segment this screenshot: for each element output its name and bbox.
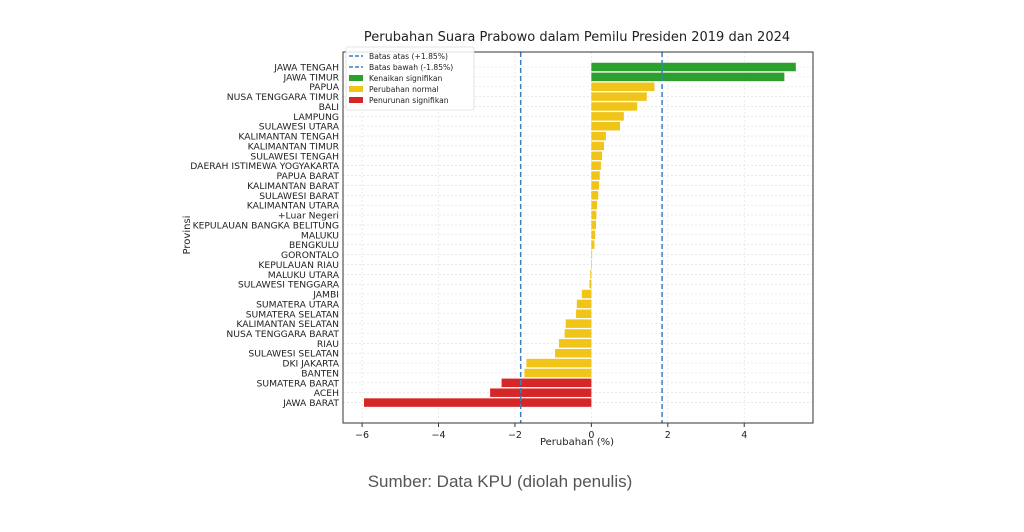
chart-title: Perubahan Suara Prabowo dalam Pemilu Pre… [364,30,790,45]
legend: Batas atas (+1.85%) Batas bawah (-1.85%) K… [345,46,475,111]
y-tick-label: KALIMANTAN SELATAN [236,319,339,330]
bar [576,309,592,318]
y-tick-label: SULAWESI SELATAN [248,349,339,360]
bar [558,339,592,348]
bar [576,299,592,309]
bar [591,220,596,230]
y-tick-label: SUMATERA BARAT [257,378,340,389]
y-tick-label: BANTEN [301,368,339,379]
legend-color-swatch [349,86,363,92]
x-tick-label: −4 [432,430,446,441]
plot-frame [342,51,814,424]
bar [591,151,603,161]
legend-label: Perubahan normal [369,85,439,94]
bar [591,250,593,259]
bar [526,358,592,368]
bar [591,102,638,111]
bar [581,289,592,299]
legend-label: Batas atas (+1.85%) [369,52,448,61]
y-tick-label: SUMATERA UTARA [256,299,340,310]
bar [591,210,597,220]
bar [591,82,655,91]
x-tick-label: 0 [588,430,594,441]
bar [501,378,592,388]
y-tick-label: NUSA TENGGARA BARAT [226,329,339,340]
y-tick-label: SULAWESI TENGGARA [238,280,340,291]
legend-label: Batas bawah (-1.85%) [369,63,453,72]
bar [591,171,600,180]
x-axis-label: Perubahan (%) [540,437,614,448]
source-note: Sumber: Data KPU (diolah penulis) [367,472,633,491]
y-tick-label: NUSA TENGGARA TIMUR [227,92,340,103]
y-tick-label: +Luar Negeri [278,211,339,222]
legend-box [345,46,475,111]
x-ticks: −6 −4 −2 0 2 4 [355,423,747,441]
legend-color-swatch [349,97,363,103]
legend-label: Kenaikan signifikan [369,74,443,83]
y-tick-label: BALI [319,102,339,113]
y-tick-label: SULAWESI BARAT [259,191,339,202]
bar [591,230,596,240]
bar [490,388,592,397]
bar [524,368,592,378]
y-tick-label: JAWA TIMUR [283,72,340,83]
y-tick-label: PAPUA BARAT [277,171,340,182]
bar [591,112,624,121]
x-tick-label: −6 [355,430,369,441]
bar [591,200,598,210]
bar [591,240,595,249]
bar [364,398,592,407]
y-tick-label: LAMPUNG [293,112,339,123]
y-tick-label: RIAU [317,339,339,350]
bar [591,260,592,269]
x-tick-label: 4 [741,430,747,441]
y-tick-label: SUMATERA SELATAN [246,309,339,320]
bar [589,279,592,289]
y-tick-label: KEPULAUAN BANGKA BELITUNG [193,220,339,231]
y-tick-label: KEPULAUAN RIAU [258,260,339,271]
bar [565,319,592,328]
y-tick-label: MALUKU UTARA [268,270,340,281]
x-tick-label: 2 [665,430,671,441]
y-tick-label: JAWA TENGAH [273,63,339,74]
y-tick-label: SULAWESI TENGAH [250,151,339,162]
y-tick-label: KALIMANTAN TIMUR [248,141,340,152]
y-axis-label: Provinsi [182,216,193,255]
y-tick-label: DKI JAKARTA [282,359,339,370]
y-tick-label: JAWA BARAT [282,398,339,409]
bar [564,329,592,338]
legend-label: Penurunan signifikan [369,96,449,105]
bar [591,121,621,131]
y-tick-label: GORONTALO [281,250,339,261]
y-tick-label: ACEH [314,388,339,399]
y-tick-label: KALIMANTAN UTARA [247,201,340,212]
y-tick-label: MALUKU [301,230,339,241]
bar [591,161,601,170]
y-tick-label: KALIMANTAN BARAT [247,181,339,192]
x-tick-label: −2 [508,430,522,441]
bar [591,62,796,72]
legend-color-swatch [349,75,363,81]
y-tick-label: SULAWESI UTARA [259,122,340,133]
y-tick-label: JAMBI [312,290,339,301]
bar [591,92,647,101]
y-tick-label: KALIMANTAN TENGAH [238,132,339,143]
bar [591,131,606,141]
y-tick-label: PAPUA [309,82,340,93]
y-tick-label: DAERAH ISTIMEWA YOGYAKARTA [190,161,339,172]
bar [555,348,592,358]
y-tick-label: BENGKULU [289,240,339,251]
bar [591,72,785,82]
bar [591,181,600,190]
bars [364,62,796,407]
threshold-lines [519,52,663,423]
bar [591,191,599,200]
bar [590,270,592,279]
bar [591,141,604,151]
